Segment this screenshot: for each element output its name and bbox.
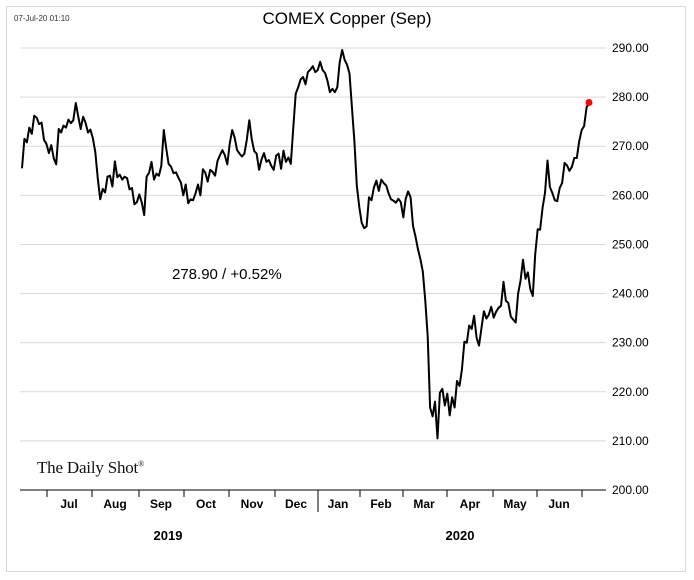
y-tick-label: 210.00	[612, 434, 649, 448]
last-point-marker	[585, 99, 593, 107]
y-axis-ticks: 290.00 280.00 270.00 260.00 250.00 240.00 230.…	[612, 41, 649, 497]
brand-logo: The Daily Shot®	[37, 458, 144, 478]
timestamp: 07-Jul-20 01:10	[14, 14, 70, 23]
y-tick-label: 270.00	[612, 139, 649, 153]
y-tick-label: 290.00	[612, 41, 649, 55]
y-tick-label: 240.00	[612, 287, 649, 301]
x-tick-label: Jun	[548, 497, 569, 511]
y-tick-label: 220.00	[612, 385, 649, 399]
year-label: 2019	[154, 528, 183, 543]
x-tick-label: May	[503, 497, 527, 511]
x-tick-label: Feb	[370, 497, 391, 511]
y-tick-label: 260.00	[612, 188, 649, 202]
x-tick-label: Mar	[413, 497, 435, 511]
x-tick-label: Jul	[60, 497, 77, 511]
year-label: 2020	[446, 528, 475, 543]
y-tick-label: 280.00	[612, 90, 649, 104]
brand-name: The Daily Shot	[37, 458, 139, 477]
brand-mark: ®	[138, 459, 144, 469]
x-tick-label: Aug	[103, 497, 126, 511]
chart-frame	[6, 6, 686, 572]
last-value-annotation: 278.90 / +0.52%	[172, 266, 282, 283]
x-tick-label: Apr	[460, 497, 481, 511]
x-tick-label: Nov	[241, 497, 264, 511]
grid-lines	[20, 47, 606, 442]
y-tick-label: 250.00	[612, 237, 649, 251]
series-line-comex-copper	[21, 49, 590, 440]
x-tick-label: Dec	[285, 497, 307, 511]
x-tick-label: Jan	[328, 497, 349, 511]
x-tick-label: Oct	[196, 497, 216, 511]
y-tick-label: 230.00	[612, 336, 649, 350]
x-axis: Jul Aug Sep Oct Nov Dec Jan Feb Mar Apr May Jun 2019…	[20, 489, 606, 543]
chart-title: COMEX Copper (Sep)	[262, 9, 432, 28]
y-tick-label: 200.00	[612, 483, 649, 497]
x-tick-label: Sep	[150, 497, 172, 511]
